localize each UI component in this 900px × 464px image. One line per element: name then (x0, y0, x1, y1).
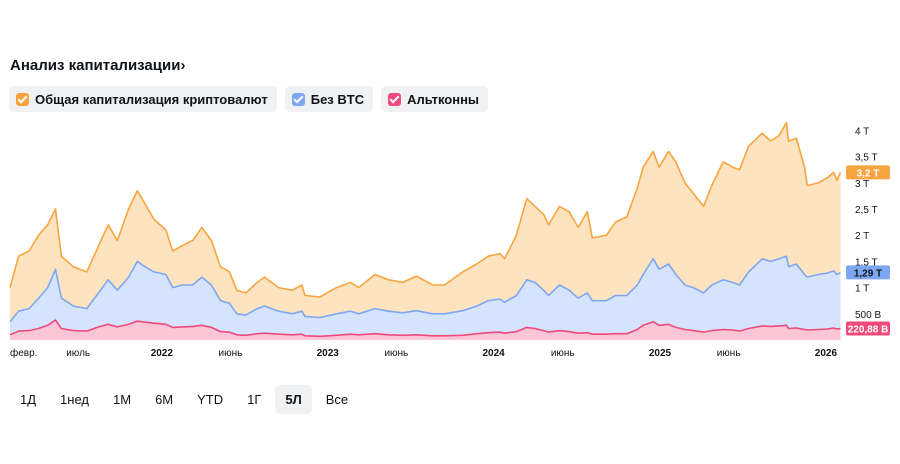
badge-label: 3,2 T (857, 168, 880, 179)
x-tick-label: июнь (551, 348, 575, 359)
time-range-tabs: 1Д 1нед 1М 6М YTD 1Г 5Л Все (10, 385, 358, 414)
y-tick-label: 4 T (855, 126, 869, 137)
y-tick-label: 3,5 T (855, 153, 878, 164)
legend-label: Общая капитализация криптовалют (35, 91, 268, 107)
badge-bg (846, 321, 890, 336)
checkbox-icon[interactable] (291, 92, 305, 106)
tab-1m[interactable]: 1М (113, 392, 132, 407)
legend: Общая капитализация криптовалют Без BTC … (9, 86, 489, 112)
tab-ytd[interactable]: YTD (197, 392, 224, 407)
x-tick-label: июнь (717, 348, 741, 359)
y-tick-label: 2 T (855, 231, 869, 242)
x-tick-label: февр. (10, 347, 37, 359)
badge-label: 220,88 B (848, 324, 889, 335)
tab-1y[interactable]: 1Г (247, 392, 262, 407)
legend-total-market-cap[interactable]: Общая капитализация криптовалют (9, 86, 277, 112)
x-tick-label: июнь (384, 348, 408, 359)
market-cap-chart[interactable]: 500 B 1 T 1,5 T 2 T 2,5 T 3 T 3,5 T 4 T февр. июл… (0, 120, 900, 370)
tab-1d[interactable]: 1Д (20, 392, 37, 407)
x-tick-label: июль (66, 348, 90, 359)
last-value-badge: 1,29 T (846, 265, 890, 280)
last-value-badge: 220,88 B (846, 321, 890, 336)
series-line-0 (9, 121, 842, 298)
tab-6m[interactable]: 6М (155, 392, 174, 407)
x-tick-label: 2023 (317, 348, 340, 359)
series-area-0 (10, 122, 841, 340)
x-tick-label: 2022 (151, 348, 174, 359)
y-tick-label: 1,5 T (855, 257, 878, 268)
badge-bg (846, 265, 890, 280)
y-tick-label: 500 B (855, 310, 881, 321)
x-tick-label: 2024 (483, 348, 506, 359)
x-tick-label: 2025 (649, 348, 672, 359)
y-tick-label: 3 T (855, 179, 869, 190)
tab-1w[interactable]: 1нед (60, 392, 89, 407)
legend-altcoins[interactable]: Альтконны (381, 86, 489, 112)
badge-label: 1,29 T (854, 268, 882, 279)
y-tick-label: 1 T (855, 284, 869, 295)
tab-5y[interactable]: 5Л (275, 385, 312, 414)
x-tick-label: июнь (219, 348, 243, 359)
y-tick-label: 2,5 T (855, 205, 878, 216)
badge-bg (846, 165, 890, 180)
legend-label: Альтконны (407, 91, 480, 107)
series-area-1 (10, 256, 841, 340)
legend-without-btc[interactable]: Без BTC (284, 86, 374, 112)
checkbox-icon[interactable] (16, 92, 29, 106)
tab-all[interactable]: Все (325, 392, 349, 407)
legend-label: Без BTC (310, 91, 365, 107)
last-value-badge: 3,2 T (846, 165, 890, 180)
x-tick-label: 2026 (815, 348, 838, 359)
checkbox-icon[interactable] (388, 92, 402, 106)
page-title[interactable]: Анализ капитализации› (10, 57, 186, 74)
series-line-2 (9, 319, 841, 338)
series-line-1 (9, 255, 841, 323)
series-area-2 (10, 320, 841, 340)
